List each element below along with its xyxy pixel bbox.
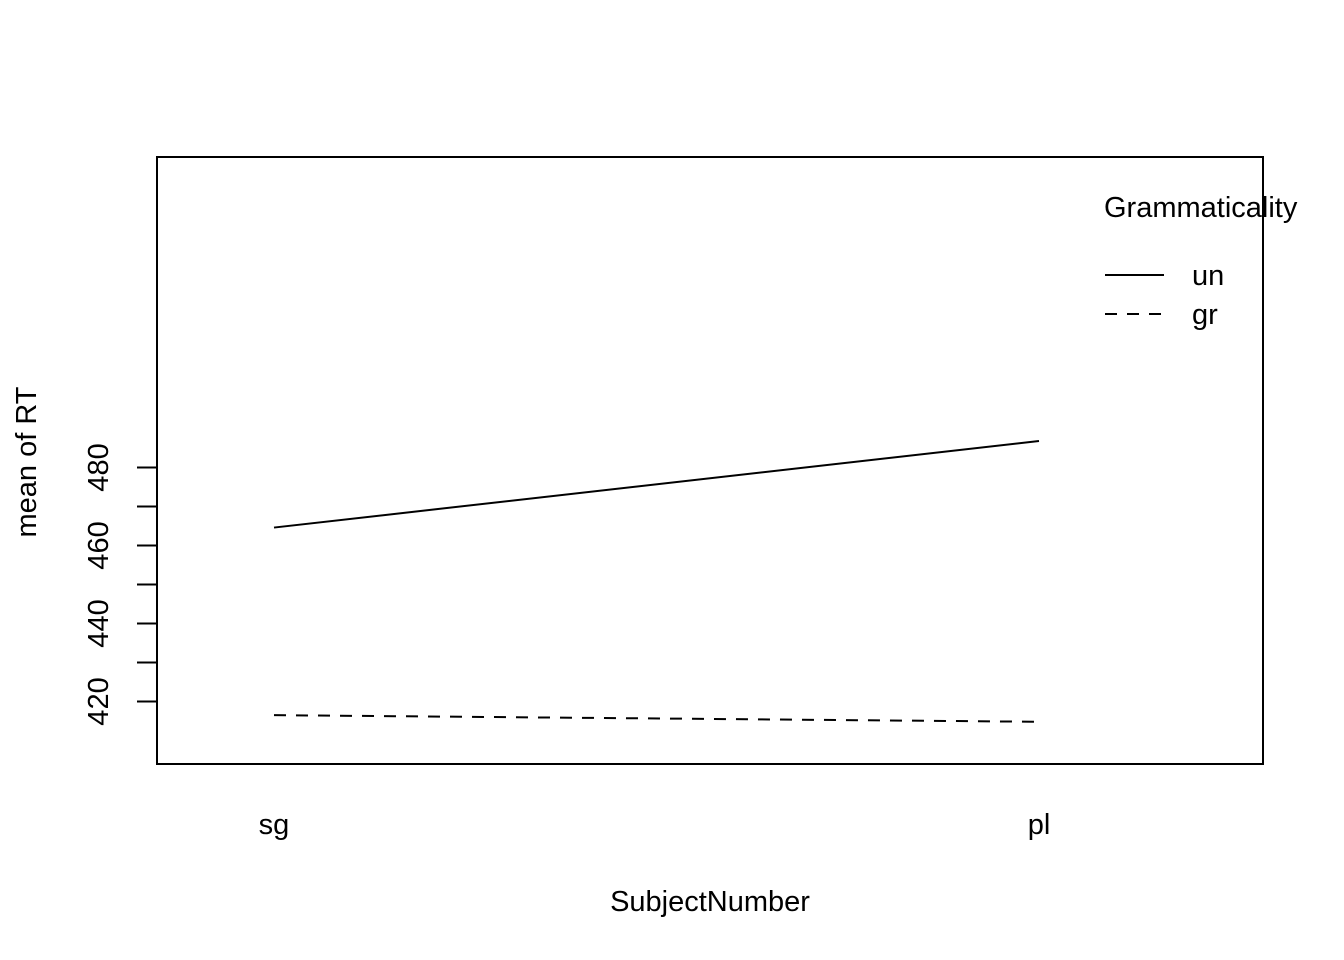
series-line-un: [273, 439, 1040, 529]
x-tick-label: sg: [259, 809, 290, 841]
legend: Grammaticality un gr: [1104, 192, 1298, 331]
series-line-gr: [273, 714, 1040, 723]
legend-label-un: un: [1192, 260, 1224, 292]
legend-title: Grammaticality: [1104, 192, 1298, 224]
y-tick-label: 440: [83, 599, 115, 647]
y-tick-label: 480: [83, 443, 115, 491]
y-tick-label: 460: [83, 521, 115, 569]
x-tick-label: pl: [1028, 809, 1051, 841]
y-axis: 420 440 460 480: [83, 443, 158, 726]
legend-label-gr: gr: [1192, 299, 1218, 331]
y-axis-title: mean of RT: [11, 386, 43, 537]
x-axis-title: SubjectNumber: [610, 886, 810, 918]
series-lines: [273, 439, 1040, 723]
x-axis: sg pl: [259, 809, 1051, 841]
y-tick-label: 420: [83, 677, 115, 725]
plot-box: [156, 156, 1264, 765]
